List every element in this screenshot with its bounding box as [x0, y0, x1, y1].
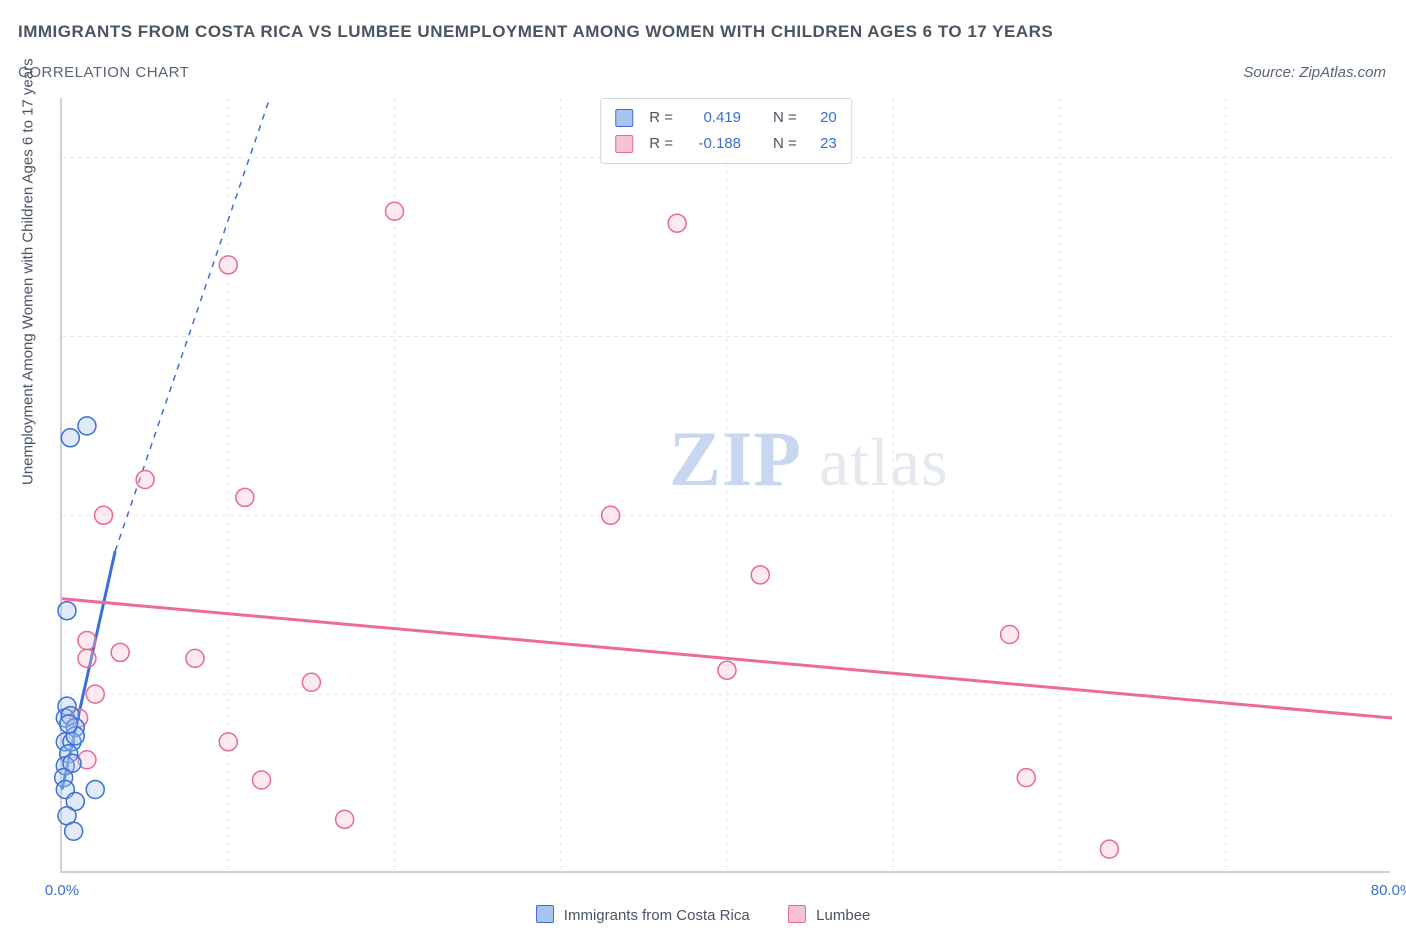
- source-prefix: Source:: [1243, 64, 1295, 81]
- data-point: [60, 715, 78, 733]
- data-point: [136, 471, 154, 489]
- data-point: [602, 506, 620, 524]
- plot-svg: [62, 98, 1390, 871]
- y-tick-label: 30.0%: [1395, 507, 1406, 524]
- r-value: -0.188: [683, 131, 741, 157]
- n-label: N =: [773, 131, 797, 157]
- data-point: [78, 417, 96, 435]
- x-tick-label: 80.0%: [1371, 882, 1406, 899]
- swatch-icon: [615, 135, 633, 153]
- data-point: [95, 506, 113, 524]
- n-label: N =: [773, 105, 797, 131]
- stats-legend: R = 0.419 N = 20 R = -0.188 N = 23: [600, 98, 852, 164]
- data-point: [65, 822, 83, 840]
- source-name: ZipAtlas.com: [1299, 64, 1386, 81]
- y-tick-label: 45.0%: [1395, 328, 1406, 345]
- data-point: [186, 649, 204, 667]
- data-point: [58, 602, 76, 620]
- n-value: 20: [807, 105, 837, 131]
- chart-subtitle: CORRELATION CHART: [18, 64, 189, 81]
- r-label: R =: [649, 105, 673, 131]
- stats-legend-row: R = 0.419 N = 20: [615, 105, 837, 131]
- swatch-icon: [788, 905, 806, 923]
- source-label: Source: ZipAtlas.com: [1243, 64, 1386, 81]
- data-point: [253, 771, 271, 789]
- data-point: [386, 202, 404, 220]
- chart-title: IMMIGRANTS FROM COSTA RICA VS LUMBEE UNE…: [18, 22, 1053, 42]
- series-legend-label: Lumbee: [816, 907, 870, 924]
- y-tick-label: 60.0%: [1395, 149, 1406, 166]
- r-label: R =: [649, 131, 673, 157]
- data-point: [236, 488, 254, 506]
- data-point: [1100, 840, 1118, 858]
- y-axis-label: Unemployment Among Women with Children A…: [20, 58, 37, 485]
- plot-area: ZIP atlas R = 0.419 N = 20 R = -0.188 N …: [60, 98, 1390, 873]
- data-point: [86, 685, 104, 703]
- data-point: [78, 649, 96, 667]
- stats-legend-row: R = -0.188 N = 23: [615, 131, 837, 157]
- r-value: 0.419: [683, 105, 741, 131]
- swatch-icon: [615, 109, 633, 127]
- data-point: [1017, 769, 1035, 787]
- data-point: [219, 256, 237, 274]
- swatch-icon: [536, 905, 554, 923]
- data-point: [336, 810, 354, 828]
- series-legend-label: Immigrants from Costa Rica: [564, 907, 750, 924]
- data-point: [78, 632, 96, 650]
- y-tick-label: 15.0%: [1395, 686, 1406, 703]
- data-point: [61, 429, 79, 447]
- n-value: 23: [807, 131, 837, 157]
- data-point: [111, 643, 129, 661]
- data-point: [668, 214, 686, 232]
- data-point: [219, 733, 237, 751]
- data-point: [1001, 626, 1019, 644]
- data-point: [302, 673, 320, 691]
- data-point: [718, 661, 736, 679]
- series-legend: Immigrants from Costa Rica Lumbee: [0, 905, 1406, 924]
- data-point: [86, 781, 104, 799]
- x-tick-label: 0.0%: [45, 882, 79, 899]
- data-point: [751, 566, 769, 584]
